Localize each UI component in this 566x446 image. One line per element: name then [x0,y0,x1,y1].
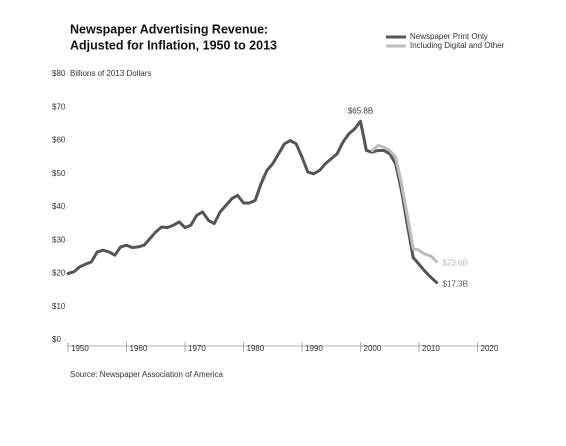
x-tick-label: 2010 [422,344,440,353]
legend-label: Newspaper Print Only [410,32,488,41]
value-label: $17.3B [443,280,468,289]
series-line [66,119,439,284]
source: Source: Newspaper Association of America [70,370,224,379]
y-tick-label: $0 [52,335,61,344]
value-label: $65.8B [348,106,373,115]
y-tick-label: $80 [52,69,66,78]
chart-title: Adjusted for Inflation, 1950 to 2013 [70,38,277,52]
x-tick-label: 1980 [247,344,265,353]
y-tick-label: $30 [52,235,66,244]
y-tick-label: $70 [52,102,66,111]
y-tick-label: $50 [52,169,66,178]
x-tick-label: 1990 [305,344,323,353]
y-tick-label: $60 [52,136,66,145]
y-axis-label: Billions of 2013 Dollars [70,69,151,78]
x-tick-label: 1960 [130,344,148,353]
y-tick-label: $40 [52,202,66,211]
series-line [370,143,439,264]
chart-title: Newspaper Advertising Revenue: [70,22,268,36]
value-label: $23.6B [443,259,468,268]
legend-label: Including Digital and Other [410,41,505,50]
x-tick-label: 1970 [188,344,206,353]
x-tick-label: 1950 [71,344,89,353]
y-tick-label: $10 [52,302,66,311]
y-tick-label: $20 [52,269,66,278]
x-tick-label: 2020 [481,344,499,353]
x-tick-label: 2000 [364,344,382,353]
